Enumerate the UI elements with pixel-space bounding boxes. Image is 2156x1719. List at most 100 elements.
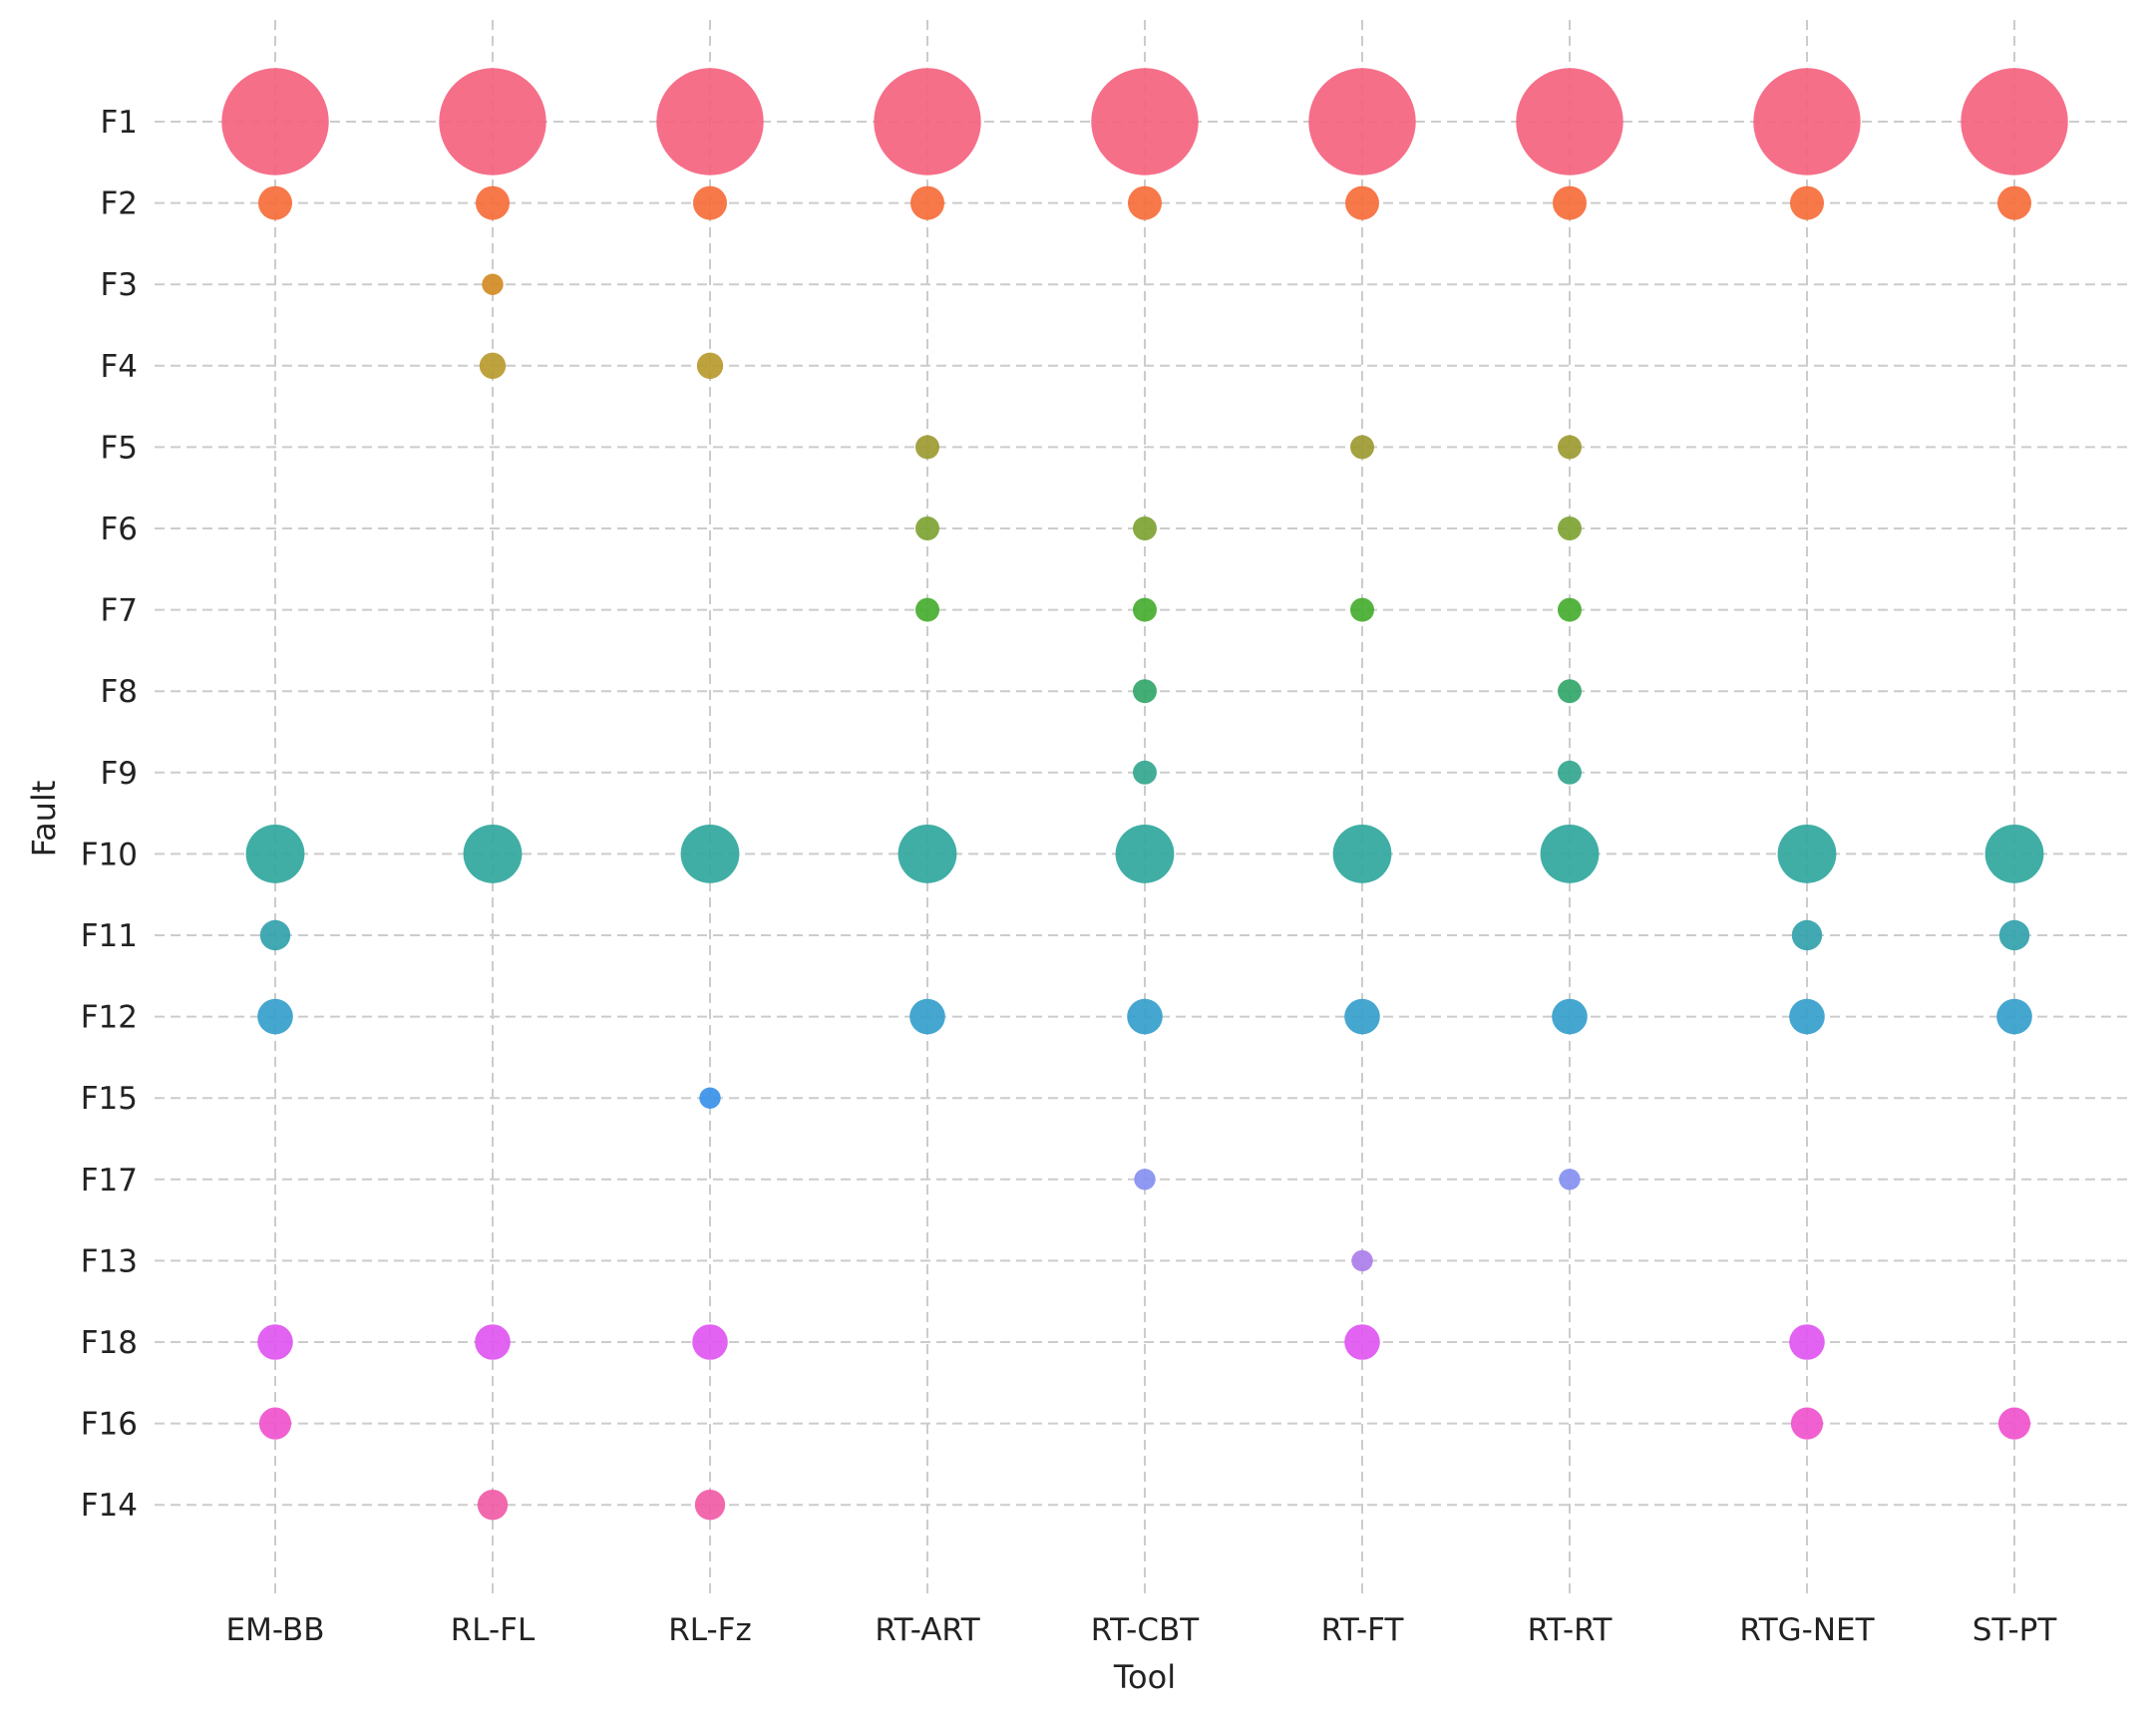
y-tick-label: F9	[100, 756, 138, 792]
data-point	[1789, 998, 1825, 1035]
data-point	[1791, 919, 1823, 951]
data-point	[1553, 185, 1587, 220]
data-point	[1777, 825, 1837, 883]
y-tick-label: F1	[100, 105, 138, 141]
x-tick-label: RT-CBT	[1091, 1612, 1200, 1648]
data-point	[1516, 68, 1623, 175]
data-point	[1128, 185, 1162, 220]
y-axis-title: Fault	[25, 781, 63, 858]
data-point	[915, 597, 939, 622]
data-point	[482, 273, 504, 295]
data-point	[439, 68, 546, 175]
data-point	[257, 1324, 293, 1360]
y-tick-labels: F1 F2 F3 F4 F5 F6 F7 F8 F9 F10 F11 F12 F15 F17 F13 F18 F…	[81, 105, 138, 1524]
data-point	[1350, 435, 1374, 460]
y-tick-label: F11	[81, 918, 138, 954]
data-point	[1133, 679, 1157, 704]
x-tick-label: RT-ART	[875, 1612, 980, 1648]
data-point	[1997, 1407, 2031, 1440]
data-point	[909, 998, 945, 1035]
data-point	[1558, 760, 1582, 785]
y-tick-label: F6	[100, 512, 138, 547]
x-tick-label: RT-RT	[1528, 1612, 1614, 1648]
data-point	[475, 1324, 511, 1360]
x-tick-label: RT-FT	[1321, 1612, 1405, 1648]
data-point	[1133, 760, 1157, 785]
data-point	[476, 185, 510, 220]
y-tick-label: F3	[100, 267, 138, 303]
data-point	[656, 68, 764, 175]
data-point	[910, 185, 944, 220]
x-tick-label: ST-PT	[1973, 1612, 2058, 1648]
data-point	[1115, 825, 1175, 883]
data-point	[874, 68, 981, 175]
data-point	[1308, 68, 1416, 175]
data-point	[1344, 1324, 1380, 1360]
data-point	[1753, 68, 1861, 175]
data-point	[1998, 919, 2030, 951]
data-point	[699, 1087, 721, 1109]
data-point	[693, 185, 727, 220]
x-axis-title: Tool	[1113, 1658, 1176, 1696]
y-tick-label: F13	[81, 1243, 138, 1279]
data-point	[257, 998, 293, 1035]
y-tick-label: F16	[81, 1407, 138, 1443]
y-tick-label: F4	[100, 349, 138, 385]
data-point	[1559, 1169, 1581, 1191]
y-tick-label: F17	[81, 1163, 138, 1199]
data-point	[1344, 998, 1380, 1035]
data-point	[1552, 998, 1588, 1035]
data-point	[1127, 998, 1163, 1035]
x-tick-label: RTG-NET	[1739, 1612, 1875, 1648]
y-tick-label: F2	[100, 186, 138, 222]
data-point	[1540, 825, 1600, 883]
data-point	[463, 825, 523, 883]
x-tick-labels: EM-BB RL-FL RL-Fz RT-ART RT-CBT RT-FT RT-RT RTG…	[226, 1612, 2058, 1648]
data-point	[1091, 68, 1199, 175]
data-point	[1961, 68, 2068, 175]
data-point	[477, 1490, 509, 1521]
data-point	[1790, 185, 1824, 220]
data-point	[1790, 1407, 1824, 1440]
x-tick-label: EM-BB	[226, 1612, 325, 1648]
y-tick-label: F12	[81, 1000, 138, 1036]
x-tick-label: RL-FL	[451, 1612, 536, 1648]
y-tick-label: F10	[81, 837, 138, 872]
data-point	[258, 1407, 292, 1440]
y-tick-label: F15	[81, 1081, 138, 1117]
data-point	[694, 1490, 726, 1521]
data-point	[1345, 185, 1379, 220]
data-point	[1134, 1169, 1156, 1191]
data-point	[1558, 516, 1582, 540]
data-points	[221, 68, 2068, 1521]
y-tick-label: F7	[100, 593, 138, 629]
data-point	[1984, 825, 2044, 883]
data-point	[1133, 597, 1157, 622]
data-point	[1351, 1249, 1373, 1272]
data-point	[1997, 185, 2031, 220]
data-point	[1558, 679, 1582, 704]
data-point	[915, 435, 939, 460]
data-point	[692, 1324, 728, 1360]
data-point	[258, 185, 292, 220]
y-tick-label: F14	[81, 1488, 138, 1524]
grid-lines	[155, 20, 2132, 1597]
y-tick-label: F18	[81, 1325, 138, 1361]
x-tick-label: RL-Fz	[668, 1612, 752, 1648]
data-point	[1133, 516, 1157, 540]
y-tick-label: F8	[100, 674, 138, 710]
data-point	[680, 825, 740, 883]
y-tick-label: F5	[100, 430, 138, 466]
data-point	[1789, 1324, 1825, 1360]
data-point	[1332, 825, 1392, 883]
data-point	[1996, 998, 2032, 1035]
data-point	[479, 352, 507, 379]
data-point	[1558, 597, 1582, 622]
data-point	[245, 825, 305, 883]
data-point	[1558, 435, 1582, 460]
data-point	[221, 68, 329, 175]
data-point	[259, 919, 291, 951]
data-point	[915, 516, 939, 540]
data-point	[1350, 597, 1374, 622]
